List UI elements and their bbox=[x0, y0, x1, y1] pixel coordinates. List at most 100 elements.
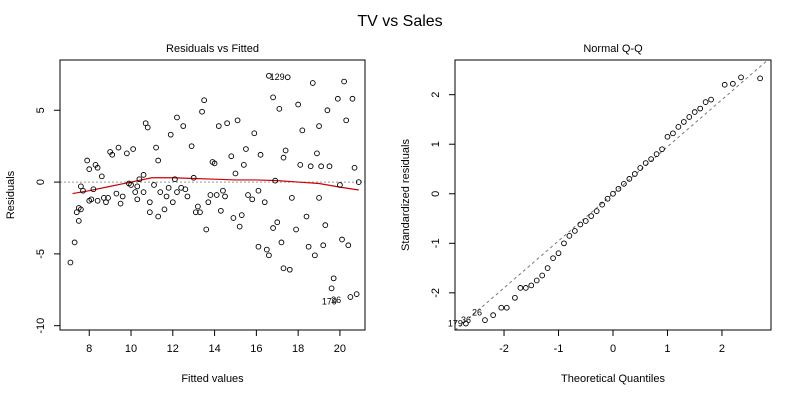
data-point bbox=[566, 233, 573, 239]
data-point bbox=[155, 157, 162, 164]
x-tick-label: 20 bbox=[334, 343, 346, 355]
data-point bbox=[201, 97, 207, 104]
data-point bbox=[312, 252, 318, 259]
y-tick-label: 0 bbox=[430, 191, 442, 197]
data-point bbox=[236, 223, 243, 230]
data-point bbox=[648, 156, 654, 162]
y-tick-label: -5 bbox=[35, 249, 47, 259]
data-point bbox=[498, 304, 505, 311]
data-point bbox=[146, 199, 153, 206]
data-point bbox=[128, 182, 134, 188]
data-point bbox=[621, 181, 627, 187]
data-point bbox=[503, 304, 510, 311]
x-tick-label: 18 bbox=[292, 343, 304, 355]
y-axis-label: Standardized residuals bbox=[400, 139, 412, 251]
point-label: 26 bbox=[331, 295, 341, 305]
data-point bbox=[593, 208, 600, 214]
data-point bbox=[708, 96, 714, 103]
data-point bbox=[94, 197, 101, 204]
data-point bbox=[67, 259, 74, 266]
x-tick-label: 1 bbox=[664, 343, 670, 355]
figure-title: TV vs Sales bbox=[357, 13, 442, 30]
data-point bbox=[305, 243, 312, 250]
data-point bbox=[211, 160, 218, 167]
data-point bbox=[284, 74, 291, 81]
data-point bbox=[555, 250, 562, 257]
data-point bbox=[544, 265, 551, 271]
data-point bbox=[199, 108, 205, 115]
x-tick-label: 2 bbox=[719, 343, 725, 355]
data-point bbox=[213, 192, 220, 198]
data-point bbox=[730, 80, 736, 87]
data-point bbox=[293, 226, 299, 233]
data-point bbox=[123, 150, 130, 157]
data-point bbox=[230, 215, 237, 221]
data-point bbox=[94, 164, 101, 171]
x-tick-label: 14 bbox=[208, 343, 220, 355]
x-tick-label: -2 bbox=[499, 343, 509, 355]
data-point bbox=[113, 190, 120, 197]
data-point bbox=[140, 189, 147, 195]
data-point bbox=[266, 252, 272, 259]
data-point bbox=[144, 124, 151, 131]
data-point bbox=[626, 176, 633, 182]
data-point bbox=[192, 209, 199, 216]
x-tick-label: 10 bbox=[125, 343, 137, 355]
qq-reference-line bbox=[455, 60, 769, 330]
point-label: 36 bbox=[461, 315, 471, 325]
data-point bbox=[71, 239, 78, 246]
data-point bbox=[151, 182, 157, 188]
data-point bbox=[320, 242, 327, 249]
x-tick-label: 0 bbox=[610, 343, 616, 355]
data-point bbox=[270, 225, 276, 231]
y-tick-label: -10 bbox=[35, 318, 47, 334]
data-point bbox=[309, 80, 316, 86]
x-tick-label: 8 bbox=[86, 343, 92, 355]
data-point bbox=[195, 203, 201, 210]
panel-title: Normal Q-Q bbox=[583, 43, 643, 55]
y-tick-label: -1 bbox=[430, 238, 442, 248]
data-point bbox=[286, 266, 293, 273]
data-point bbox=[220, 187, 226, 194]
data-point bbox=[165, 184, 172, 191]
x-tick-label: 16 bbox=[250, 343, 262, 355]
data-point bbox=[653, 151, 660, 157]
data-point bbox=[134, 196, 141, 203]
data-point bbox=[207, 192, 214, 198]
data-point bbox=[637, 165, 644, 171]
data-point bbox=[355, 179, 362, 185]
data-point bbox=[75, 218, 82, 224]
data-point bbox=[245, 192, 251, 198]
y-tick-label: 0 bbox=[35, 179, 47, 185]
data-point bbox=[610, 190, 616, 197]
data-point bbox=[463, 320, 469, 327]
data-point bbox=[490, 312, 496, 318]
data-point bbox=[599, 201, 605, 208]
data-point bbox=[249, 196, 256, 203]
point-label: 179 bbox=[322, 296, 337, 306]
data-point bbox=[240, 161, 247, 168]
data-point bbox=[105, 195, 111, 201]
data-point bbox=[134, 183, 141, 190]
data-point bbox=[615, 185, 622, 192]
data-point bbox=[234, 117, 241, 124]
data-point bbox=[257, 151, 264, 158]
data-point bbox=[316, 123, 322, 129]
data-point bbox=[130, 146, 136, 152]
data-point bbox=[272, 177, 279, 184]
data-point bbox=[255, 187, 262, 194]
data-point bbox=[550, 255, 556, 262]
data-point bbox=[266, 72, 272, 79]
data-point bbox=[119, 193, 126, 200]
data-point bbox=[188, 143, 195, 150]
data-point bbox=[140, 172, 147, 178]
data-point bbox=[337, 182, 343, 188]
data-point bbox=[680, 119, 687, 125]
data-point bbox=[528, 282, 535, 289]
x-tick-label: 12 bbox=[167, 343, 179, 355]
data-point bbox=[280, 265, 287, 272]
data-point bbox=[326, 163, 333, 170]
data-point bbox=[604, 195, 611, 202]
data-point bbox=[282, 147, 289, 154]
